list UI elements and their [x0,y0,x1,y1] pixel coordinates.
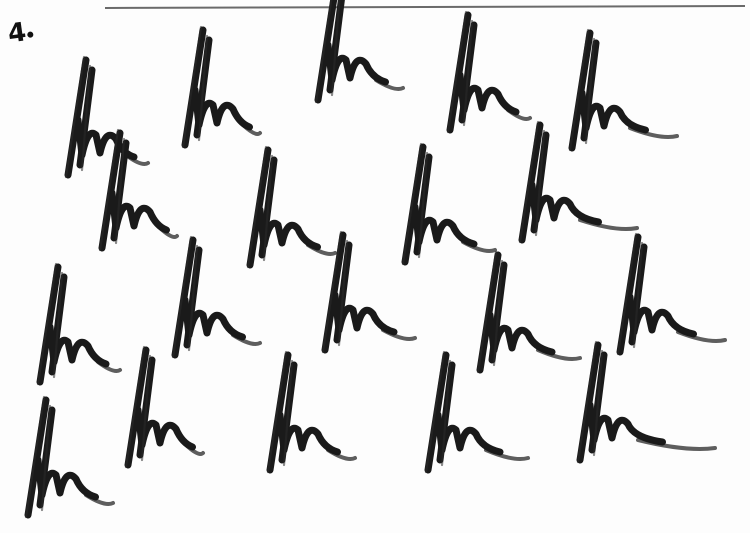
mark-tail [124,153,150,166]
handwritten-mark [98,128,179,252]
handwritten-mark [476,250,582,374]
mark-texture [64,55,92,179]
mark-texture [401,142,429,266]
handwritten-mark [246,145,337,269]
handwritten-mark [124,345,205,469]
mark-texture [576,340,604,464]
handwritten-mark [568,28,679,152]
mark-texture [246,145,274,269]
mark-tail [184,443,205,456]
mark-texture [568,28,596,152]
mark-tail [158,226,179,239]
mark-texture [36,262,64,386]
mark-tail [241,123,262,136]
handwritten-mark [181,25,262,149]
handwritten-mark [171,235,262,359]
mark-tail [484,448,530,461]
mark-texture [476,250,504,374]
handwritten-mark [24,395,115,519]
handwritten-mark [401,142,497,266]
handwritten-mark [616,232,727,356]
mark-texture [124,345,152,469]
mark-tail [326,448,357,461]
mark-texture [518,120,546,244]
handwritten-mark [576,340,717,464]
mark-tail [374,78,405,91]
mark-texture [314,0,341,104]
mark-tail [96,360,122,373]
handwritten-mark [266,350,357,474]
mark-texture [98,128,126,252]
mark-texture [181,25,209,149]
mark-tail [381,328,417,341]
mark-tail [636,438,717,451]
mark-tail [628,126,679,139]
mark-texture [171,235,199,359]
mark-texture [446,10,474,134]
mark-tail [506,108,532,121]
handwritten-mark [64,55,150,179]
mark-tail [306,243,337,256]
mark-tail [676,330,727,343]
mark-tail [461,240,497,253]
handwritten-mark [36,262,122,386]
mark-tail [84,493,115,506]
handwritten-mark [314,0,405,104]
mark-texture [321,230,349,354]
mark-tail [578,218,639,231]
mark-tail [536,348,582,361]
mark-texture [266,350,294,474]
mark-tail [231,333,262,346]
handwritten-mark [424,350,530,474]
handwritten-mark [518,120,639,244]
mark-texture [24,395,52,519]
handwritten-mark [446,10,532,134]
mark-texture [424,350,452,474]
mark-texture [616,232,644,356]
handwritten-mark [321,230,417,354]
